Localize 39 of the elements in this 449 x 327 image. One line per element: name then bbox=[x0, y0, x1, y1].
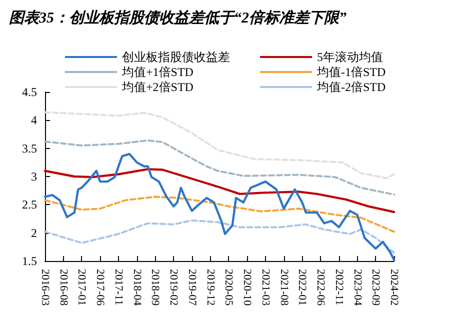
x-tick-label: 2016-08 bbox=[57, 269, 70, 306]
legend-label: 均值+1倍STD bbox=[121, 65, 194, 79]
y-tick-label: 4 bbox=[31, 113, 37, 128]
line-series bbox=[44, 168, 396, 214]
x-tick-label: 2016-03 bbox=[39, 269, 51, 306]
x-tick-label: 2018-04 bbox=[130, 269, 143, 306]
x-tick-label: 2020-05 bbox=[222, 269, 235, 306]
x-tick-label: 2019-07 bbox=[186, 269, 198, 306]
legend-label: 均值+2倍STD bbox=[121, 80, 194, 94]
legend-label: 均值-2倍STD bbox=[316, 80, 386, 94]
y-tick-label: 1.5 bbox=[22, 254, 37, 268]
line-series bbox=[44, 196, 395, 233]
line-series bbox=[44, 219, 395, 254]
y-tick-label: 2 bbox=[31, 226, 37, 240]
x-tick-label: 2018-09 bbox=[149, 269, 162, 306]
x-tick-label: 2022-06 bbox=[314, 269, 327, 306]
x-tick-label: 2017-06 bbox=[94, 269, 106, 306]
x-tick-label: 2019-12 bbox=[204, 269, 216, 306]
x-tick-label: 2020-10 bbox=[241, 269, 254, 306]
x-tick-label: 2017-11 bbox=[112, 269, 124, 306]
x-tick-label: 2022-11 bbox=[332, 269, 345, 306]
x-tick-label: 2019-02 bbox=[168, 269, 180, 306]
chart-title: 图表35：创业板指股债收益差低于“2倍标准差下限” bbox=[9, 10, 347, 26]
x-tick-label: 2022-01 bbox=[296, 269, 308, 306]
x-tick-label: 2023-09 bbox=[370, 269, 382, 306]
x-tick-label: 2021-03 bbox=[259, 269, 272, 306]
legend-label: 5年滚动均值 bbox=[317, 50, 383, 64]
y-tick-label: 4.5 bbox=[22, 85, 37, 99]
line-series bbox=[44, 139, 395, 196]
x-tick-label: 2017-01 bbox=[76, 269, 88, 306]
y-tick-label: 2.5 bbox=[22, 198, 37, 212]
legend-label: 均值-1倍STD bbox=[316, 65, 386, 79]
x-tick-label: 2024-02 bbox=[388, 269, 400, 306]
y-tick-label: 3 bbox=[31, 170, 37, 184]
x-tick-label: 2023-04 bbox=[351, 269, 364, 306]
x-tick-label: 2021-08 bbox=[278, 269, 290, 306]
y-tick-label: 3.5 bbox=[22, 141, 37, 156]
legend-label: 创业板指股债收益差 bbox=[122, 50, 230, 64]
line-series bbox=[44, 111, 395, 180]
